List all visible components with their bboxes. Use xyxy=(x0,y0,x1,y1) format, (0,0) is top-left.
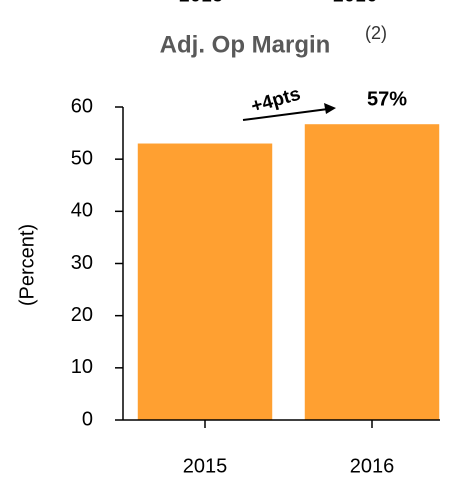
y-tick-label: 50 xyxy=(71,147,93,169)
y-tick-label: 40 xyxy=(71,200,93,222)
header-label: 2016 xyxy=(333,0,378,6)
arrow-head xyxy=(324,103,336,114)
y-tick-label: 20 xyxy=(71,304,93,326)
title-note: (2) xyxy=(365,23,387,43)
x-tick-label: 2016 xyxy=(350,455,395,477)
bar xyxy=(137,143,273,420)
bar xyxy=(304,124,440,420)
chart-title: Adj. Op Margin xyxy=(160,31,331,58)
y-tick-label: 0 xyxy=(82,408,93,430)
header-label: 2015 xyxy=(179,0,224,6)
y-tick-label: 10 xyxy=(71,356,93,378)
y-tick-label: 30 xyxy=(71,252,93,274)
value-label: 57% xyxy=(367,88,407,110)
y-axis-label: (Percent) xyxy=(16,224,38,306)
x-tick-label: 2015 xyxy=(183,455,228,477)
annotation-arrow xyxy=(242,108,329,121)
y-tick-label: 60 xyxy=(71,95,93,117)
